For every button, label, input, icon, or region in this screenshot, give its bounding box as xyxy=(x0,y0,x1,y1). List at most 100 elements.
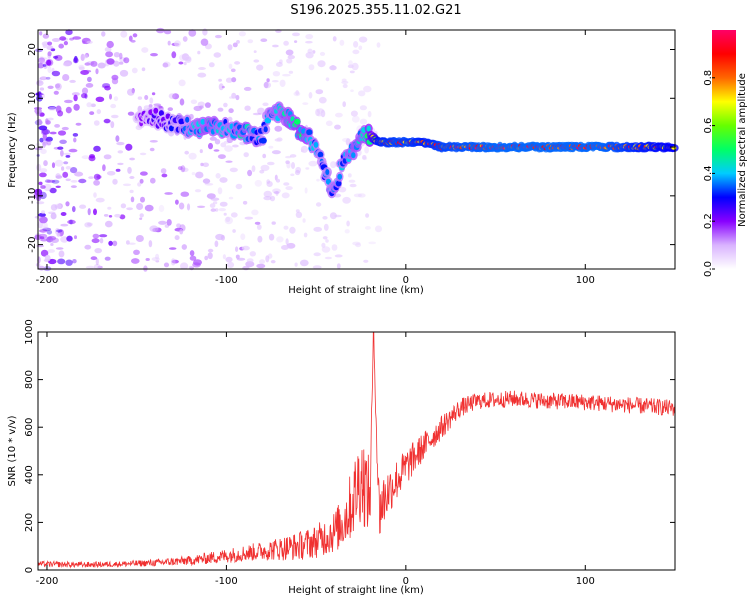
noise-blob xyxy=(81,93,87,99)
noise-blob xyxy=(223,102,228,108)
noise-blob xyxy=(274,125,283,132)
noise-blob xyxy=(113,60,120,67)
noise-blob xyxy=(207,252,213,260)
noise-blob xyxy=(158,204,165,213)
figure-title: S196.2025.355.11.02.G21 xyxy=(290,3,461,18)
noise-blob xyxy=(132,33,138,38)
noise-blob xyxy=(73,137,77,143)
noise-blob xyxy=(243,86,252,91)
noise-blob xyxy=(47,249,55,253)
noise-blob xyxy=(171,259,179,264)
noise-blob xyxy=(276,137,283,142)
noise-blob xyxy=(65,166,71,170)
noise-blob xyxy=(123,57,130,64)
noise-blob xyxy=(93,263,101,270)
noise-blob xyxy=(251,165,256,173)
noise-blob xyxy=(334,124,341,130)
noise-blob xyxy=(96,109,102,115)
noise-blob xyxy=(204,255,209,261)
noise-blob xyxy=(57,258,66,265)
noise-blob xyxy=(348,179,356,183)
noise-blob xyxy=(40,236,45,240)
noise-blob xyxy=(276,62,283,67)
ridge-point xyxy=(325,169,330,175)
noise-blob xyxy=(353,41,359,48)
noise-blob xyxy=(149,97,154,104)
noise-blob xyxy=(40,148,47,155)
noise-blob xyxy=(351,115,360,123)
noise-blob xyxy=(252,112,262,116)
noise-blob xyxy=(219,177,228,183)
noise-blob xyxy=(73,94,78,102)
noise-blob xyxy=(50,48,56,52)
noise-blob xyxy=(291,162,295,169)
noise-blob xyxy=(287,55,295,60)
noise-blob xyxy=(197,101,205,107)
noise-blob xyxy=(200,162,204,167)
noise-blob xyxy=(351,62,359,71)
snr-y-label: SNR (10 * v/v) xyxy=(7,415,18,486)
y-tick-label: 1000 xyxy=(24,319,35,344)
noise-blob xyxy=(47,85,54,90)
ridge-point xyxy=(306,129,313,136)
noise-blob xyxy=(295,211,303,218)
ridge-point xyxy=(263,126,268,133)
noise-blob xyxy=(89,111,95,115)
noise-blob xyxy=(74,171,84,177)
noise-blob xyxy=(139,217,143,220)
noise-blob xyxy=(307,48,313,54)
noise-blob xyxy=(210,208,216,212)
noise-blob xyxy=(276,236,284,243)
noise-blob xyxy=(249,251,256,257)
noise-blob xyxy=(365,213,370,218)
noise-blob xyxy=(269,195,276,202)
noise-blob xyxy=(218,208,226,212)
noise-blob xyxy=(209,136,217,141)
noise-blob xyxy=(319,51,326,56)
noise-blob xyxy=(105,51,113,58)
noise-blob xyxy=(281,192,290,199)
noise-blob xyxy=(111,114,119,119)
y-tick-label: 0 xyxy=(27,144,38,150)
noise-blob xyxy=(57,146,64,150)
noise-blob xyxy=(110,121,115,129)
noise-blob xyxy=(50,204,58,211)
noise-blob xyxy=(93,179,100,186)
noise-blob xyxy=(129,157,136,161)
noise-blob xyxy=(161,173,168,178)
noise-blob xyxy=(256,64,264,71)
noise-blob xyxy=(219,201,228,207)
noise-blob xyxy=(150,177,156,184)
noise-blob xyxy=(85,265,95,269)
noise-blob xyxy=(45,136,53,142)
noise-blob xyxy=(104,85,111,91)
noise-blob xyxy=(247,169,253,177)
noise-blob xyxy=(350,110,358,117)
noise-blob xyxy=(57,110,64,117)
noise-blob xyxy=(73,103,80,111)
noise-blob xyxy=(303,232,308,238)
noise-blob xyxy=(152,227,160,233)
noise-blob xyxy=(53,55,59,59)
noise-blob xyxy=(199,149,203,154)
noise-blob xyxy=(40,249,49,257)
noise-blob xyxy=(153,103,161,107)
noise-blob xyxy=(197,205,206,208)
noise-blob xyxy=(42,64,47,67)
noise-blob xyxy=(271,221,276,225)
noise-blob xyxy=(104,256,111,261)
noise-blob xyxy=(167,40,171,46)
colorbar-label: Normalized spectral amplitude xyxy=(737,73,748,227)
noise-blob xyxy=(45,118,49,125)
noise-blob xyxy=(271,150,281,155)
noise-blob xyxy=(43,183,52,192)
noise-blob xyxy=(214,138,221,145)
noise-blob xyxy=(210,197,220,201)
noise-blob xyxy=(58,43,64,49)
noise-blob xyxy=(78,66,85,71)
noise-blob xyxy=(117,162,124,166)
noise-blob xyxy=(344,229,350,234)
colorbar-ticks: 0.0 0.2 0.4 0.6 0.8 xyxy=(703,70,715,277)
noise-blob xyxy=(48,106,57,111)
